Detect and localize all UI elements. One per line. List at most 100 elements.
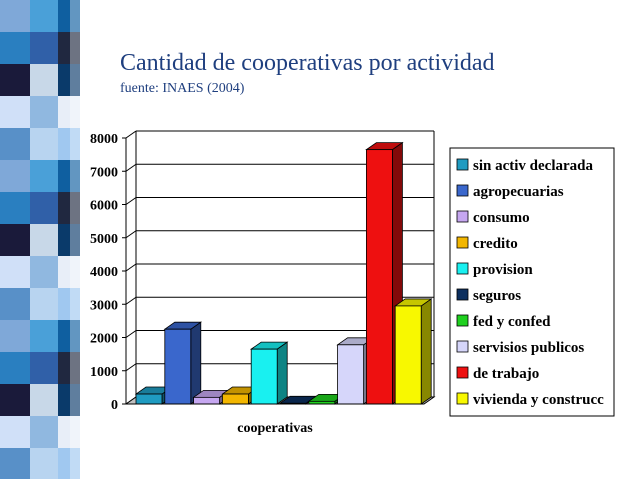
gridline-side	[125, 263, 137, 272]
strip-tile	[58, 0, 80, 32]
legend-label: de trabajo	[473, 366, 539, 382]
gridline-side	[125, 296, 137, 305]
strip-tile	[30, 192, 58, 224]
y-tick-label: 4000	[90, 265, 118, 280]
strip-tile	[58, 352, 80, 384]
legend-label: vivienda y construcc	[473, 392, 604, 408]
strip-tile	[58, 192, 80, 224]
strip-tile	[30, 224, 58, 256]
strip-tile	[58, 288, 80, 320]
legend-label: seguros	[473, 288, 521, 304]
y-tick-label: 5000	[90, 232, 118, 247]
y-tick-label: 6000	[90, 199, 118, 214]
strip-tile	[0, 384, 30, 416]
strip-tile	[30, 160, 58, 192]
y-tick-label: 8000	[90, 132, 118, 147]
bar-front	[337, 344, 365, 405]
legend-label: fed y confed	[473, 314, 551, 330]
bar-agropecuarias	[163, 321, 203, 405]
strip-tile	[0, 352, 30, 384]
bar-front	[250, 348, 278, 405]
bar-vivienda-y-construcc	[393, 298, 433, 405]
legend-label: servisios publicos	[473, 340, 584, 356]
strip-tile	[30, 0, 58, 32]
chart-title: Cantidad de cooperativas por actividad	[120, 50, 495, 76]
strip-tile	[58, 64, 80, 96]
strip-tile	[30, 384, 58, 416]
bar-side	[276, 341, 288, 405]
legend-swatch	[456, 210, 469, 223]
legend-label: provision	[473, 262, 533, 278]
strip-tile	[0, 128, 30, 160]
legend-swatch	[456, 158, 469, 171]
strip-tile	[0, 192, 30, 224]
strip-tile	[30, 352, 58, 384]
strip-tile	[0, 256, 30, 288]
strip-tile	[0, 416, 30, 448]
strip-tile	[0, 32, 30, 64]
legend-label: sin activ declarada	[473, 158, 593, 174]
strip-tile	[30, 448, 58, 479]
bar-front	[394, 305, 422, 405]
legend-swatch	[456, 340, 469, 353]
strip-tile	[0, 160, 30, 192]
strip-tile	[0, 448, 30, 479]
y-tick-label: 1000	[90, 365, 118, 380]
legend-box	[449, 147, 615, 417]
bar-side	[190, 321, 202, 405]
gridline-side	[125, 163, 137, 172]
strip-tile	[30, 288, 58, 320]
legend-label: consumo	[473, 210, 530, 226]
strip-tile	[58, 416, 80, 448]
strip-tile	[0, 0, 30, 32]
gridline-side	[125, 130, 137, 139]
strip-tile	[58, 384, 80, 416]
strip-tile	[30, 128, 58, 160]
x-axis-category-label: cooperativas	[237, 421, 313, 436]
legend-swatch	[456, 262, 469, 275]
y-tick-label: 0	[111, 398, 118, 413]
bar-front	[365, 149, 393, 405]
gridline-side	[125, 363, 137, 372]
strip-tile	[58, 160, 80, 192]
strip-tile	[58, 224, 80, 256]
gridline-side	[125, 197, 137, 205]
strip-tile	[30, 320, 58, 352]
gridline-side	[125, 330, 137, 338]
bar-front	[193, 396, 221, 405]
bar-provision	[249, 341, 289, 405]
strip-edge	[70, 0, 80, 479]
strip-tile	[0, 96, 30, 128]
gridline-side	[125, 230, 137, 239]
legend-swatch	[456, 314, 469, 327]
strip-tile	[0, 224, 30, 256]
legend-swatch	[456, 392, 469, 405]
strip-tile	[30, 32, 58, 64]
strip-tile	[58, 256, 80, 288]
legend-swatch	[456, 366, 469, 379]
strip-tile	[0, 64, 30, 96]
legend-swatch	[456, 236, 469, 249]
strip-tile	[30, 64, 58, 96]
legend-label: agropecuarias	[473, 184, 564, 200]
strip-tile	[58, 128, 80, 160]
bar-side	[420, 298, 432, 405]
strip-tile	[58, 448, 80, 479]
y-tick-label: 7000	[90, 165, 118, 180]
strip-tile	[0, 320, 30, 352]
legend-swatch	[456, 184, 469, 197]
strip-tile	[30, 416, 58, 448]
strip-tile	[58, 96, 80, 128]
bar-front	[135, 393, 163, 405]
legend-swatch	[456, 288, 469, 301]
strip-tile	[58, 32, 80, 64]
decorative-left-strip	[0, 0, 80, 479]
y-tick-label: 3000	[90, 298, 118, 313]
strip-tile	[58, 320, 80, 352]
bar-front	[164, 328, 192, 405]
strip-tile	[30, 96, 58, 128]
chart-subtitle: fuente: INAES (2004)	[120, 81, 245, 96]
strip-tile	[30, 256, 58, 288]
strip-tile	[0, 288, 30, 320]
